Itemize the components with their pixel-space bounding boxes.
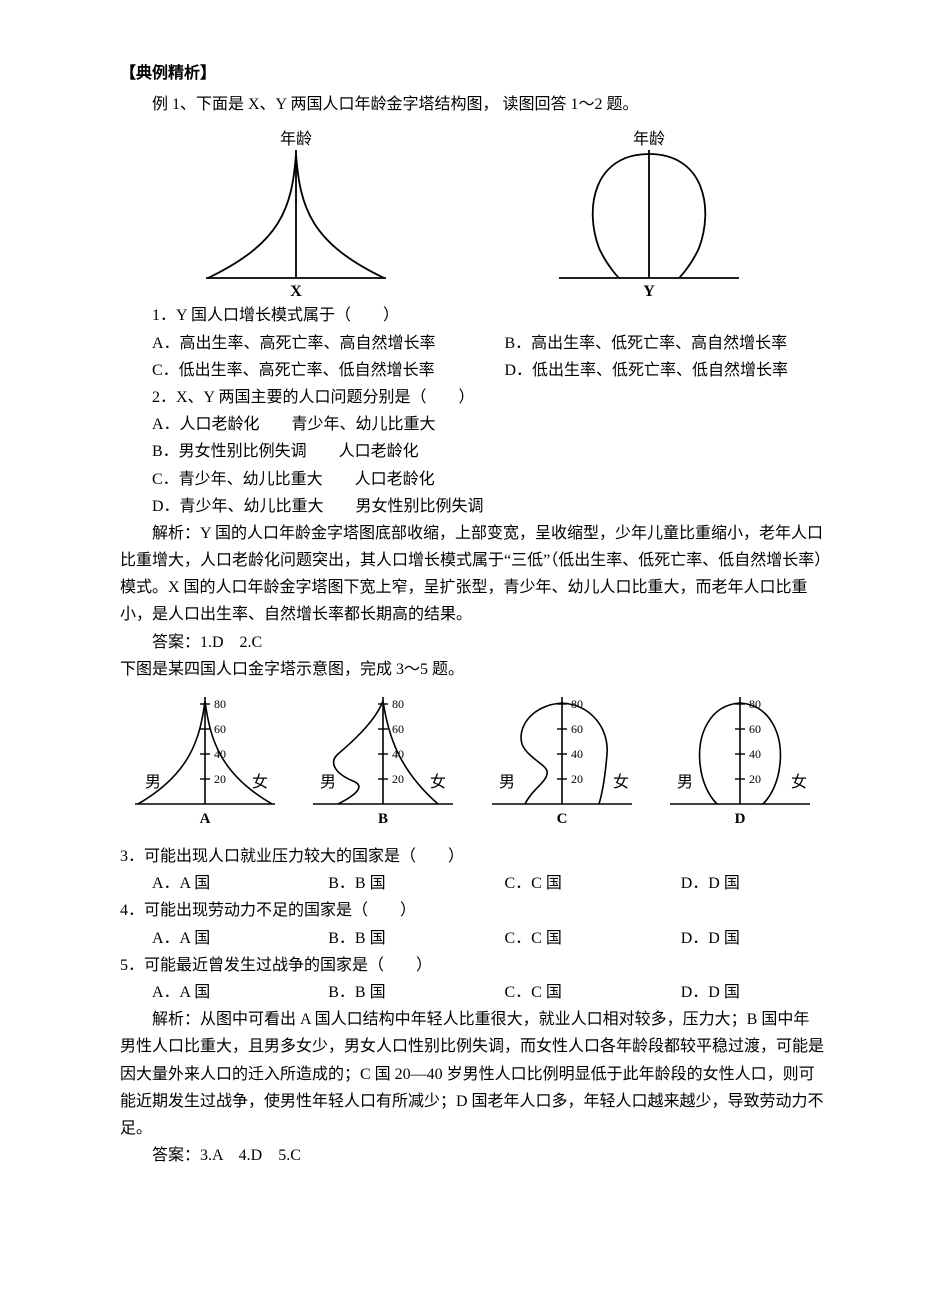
q1-opts-row1: A．高出生率、高死亡率、高自然增长率 B．高出生率、低死亡率、高自然增长率 [120,330,825,357]
q3-opt-a: A．A 国 [120,870,296,897]
analysis2: 解析：从图中可看出 A 国人口结构中年轻人比重很大，就业人口相对较多，压力大；B… [120,1006,825,1142]
pyramid-y-wrap: 年龄 Y [539,128,759,298]
section-header: 【典例精析】 [120,60,825,87]
q2-opt-c: C．青少年、幼儿比重大 人口老龄化 [120,466,825,493]
pyramid-x-wrap: 年龄 X [186,128,406,298]
female-label: 女 [791,772,807,791]
tick-label-60: 60 [392,722,404,736]
label-b: B [378,811,388,827]
q4-opt-c: C．C 国 [473,925,649,952]
curve-left [592,154,648,278]
q4-opts: A．A 国 B．B 国 C．C 国 D．D 国 [120,925,825,952]
curve-left [208,154,296,278]
label-a: A [200,811,211,827]
tick-label-60: 60 [749,722,761,736]
q1-opt-a: A．高出生率、高死亡率、高自然增长率 [120,330,473,357]
q1-opt-b: B．高出生率、低死亡率、高自然增长率 [473,330,826,357]
figure-row-top: 年龄 X 年龄 Y [120,128,825,298]
q3-stem: 3．可能出现人口就业压力较大的国家是（ ） [120,843,825,870]
q2-opt-a: A．人口老龄化 青少年、幼儿比重大 [120,411,825,438]
curve-right [649,154,705,278]
female-label: 女 [613,772,629,791]
q4-opt-b: B．B 国 [296,925,472,952]
pyramid-d-svg: 20 40 60 80 男 女 D [655,689,825,829]
q3-opt-b: B．B 国 [296,870,472,897]
q3-opt-c: C．C 国 [473,870,649,897]
answer1: 答案：1.D 2.C [120,629,825,656]
curve-left [521,703,562,804]
q1-stem: 1．Y 国人口增长模式属于（ ） [120,302,825,329]
q1-opt-d: D．低出生率、低死亡率、低自然增长率 [473,357,826,384]
male-label: 男 [677,774,693,791]
tick-label-40: 40 [749,747,761,761]
female-label: 女 [252,772,268,791]
tick-label-80: 80 [392,697,404,711]
q5-opt-c: C．C 国 [473,979,649,1006]
male-label: 男 [499,774,515,791]
q5-opt-b: B．B 国 [296,979,472,1006]
tick-label-20: 20 [571,772,583,786]
pyramid-c-svg: 20 40 60 80 男 女 C [477,689,647,829]
q3-opt-d: D．D 国 [649,870,825,897]
q1-opt-c: C．低出生率、高死亡率、低自然增长率 [120,357,473,384]
label-d: D [735,811,746,827]
pyramid-b-svg: 20 40 60 80 男 女 B [298,689,468,829]
pyramid-y-svg: 年龄 Y [539,128,759,298]
q2-stem: 2．X、Y 两国主要的人口问题分别是（ ） [120,384,825,411]
tick-label-60: 60 [214,722,226,736]
pyramid-a-svg: 20 40 60 80 男 女 A [120,689,290,829]
curve-left [334,701,383,804]
label-c: C [556,811,567,827]
tick-label-80: 80 [214,697,226,711]
q5-opts: A．A 国 B．B 国 C．C 国 D．D 国 [120,979,825,1006]
analysis1: 解析：Y 国的人口年龄金字塔图底部收缩，上部变宽，呈收缩型，少年儿童比重缩小，老… [120,520,825,629]
pyramid-x-svg: 年龄 X [186,128,406,298]
pyramid-label-x: X [290,283,302,298]
age-label-y: 年龄 [633,130,665,148]
tick-label-60: 60 [571,722,583,736]
q3-opts: A．A 国 B．B 国 C．C 国 D．D 国 [120,870,825,897]
curve-right [562,703,607,804]
female-label: 女 [430,772,446,791]
q5-opt-d: D．D 国 [649,979,825,1006]
tick-label-20: 20 [749,772,761,786]
q2-opt-b: B．男女性别比例失调 人口老龄化 [120,438,825,465]
male-label: 男 [320,774,336,791]
tick-label-20: 20 [214,772,226,786]
tick-label-20: 20 [392,772,404,786]
q4-opt-d: D．D 国 [649,925,825,952]
curve-left [700,703,740,804]
male-label: 男 [145,774,161,791]
q5-stem: 5．可能最近曾发生过战争的国家是（ ） [120,952,825,979]
figure-row-bottom: 20 40 60 80 男 女 A 20 40 60 80 男 女 B 20 4… [120,689,825,829]
example1-intro: 例 1、下面是 X、Y 两国人口年龄金字塔结构图， 读图回答 1～2 题。 [120,91,825,118]
example2-intro: 下图是某四国人口金字塔示意图，完成 3～5 题。 [120,656,825,683]
pyramid-label-y: Y [643,283,655,298]
curve-right [296,154,384,278]
age-label-x: 年龄 [280,130,312,148]
q5-opt-a: A．A 国 [120,979,296,1006]
q4-stem: 4．可能出现劳动力不足的国家是（ ） [120,897,825,924]
q2-opt-d: D．青少年、幼儿比重大 男女性别比例失调 [120,493,825,520]
answer2: 答案：3.A 4.D 5.C [120,1142,825,1169]
q1-opts-row2: C．低出生率、高死亡率、低自然增长率 D．低出生率、低死亡率、低自然增长率 [120,357,825,384]
tick-label-40: 40 [571,747,583,761]
q4-opt-a: A．A 国 [120,925,296,952]
